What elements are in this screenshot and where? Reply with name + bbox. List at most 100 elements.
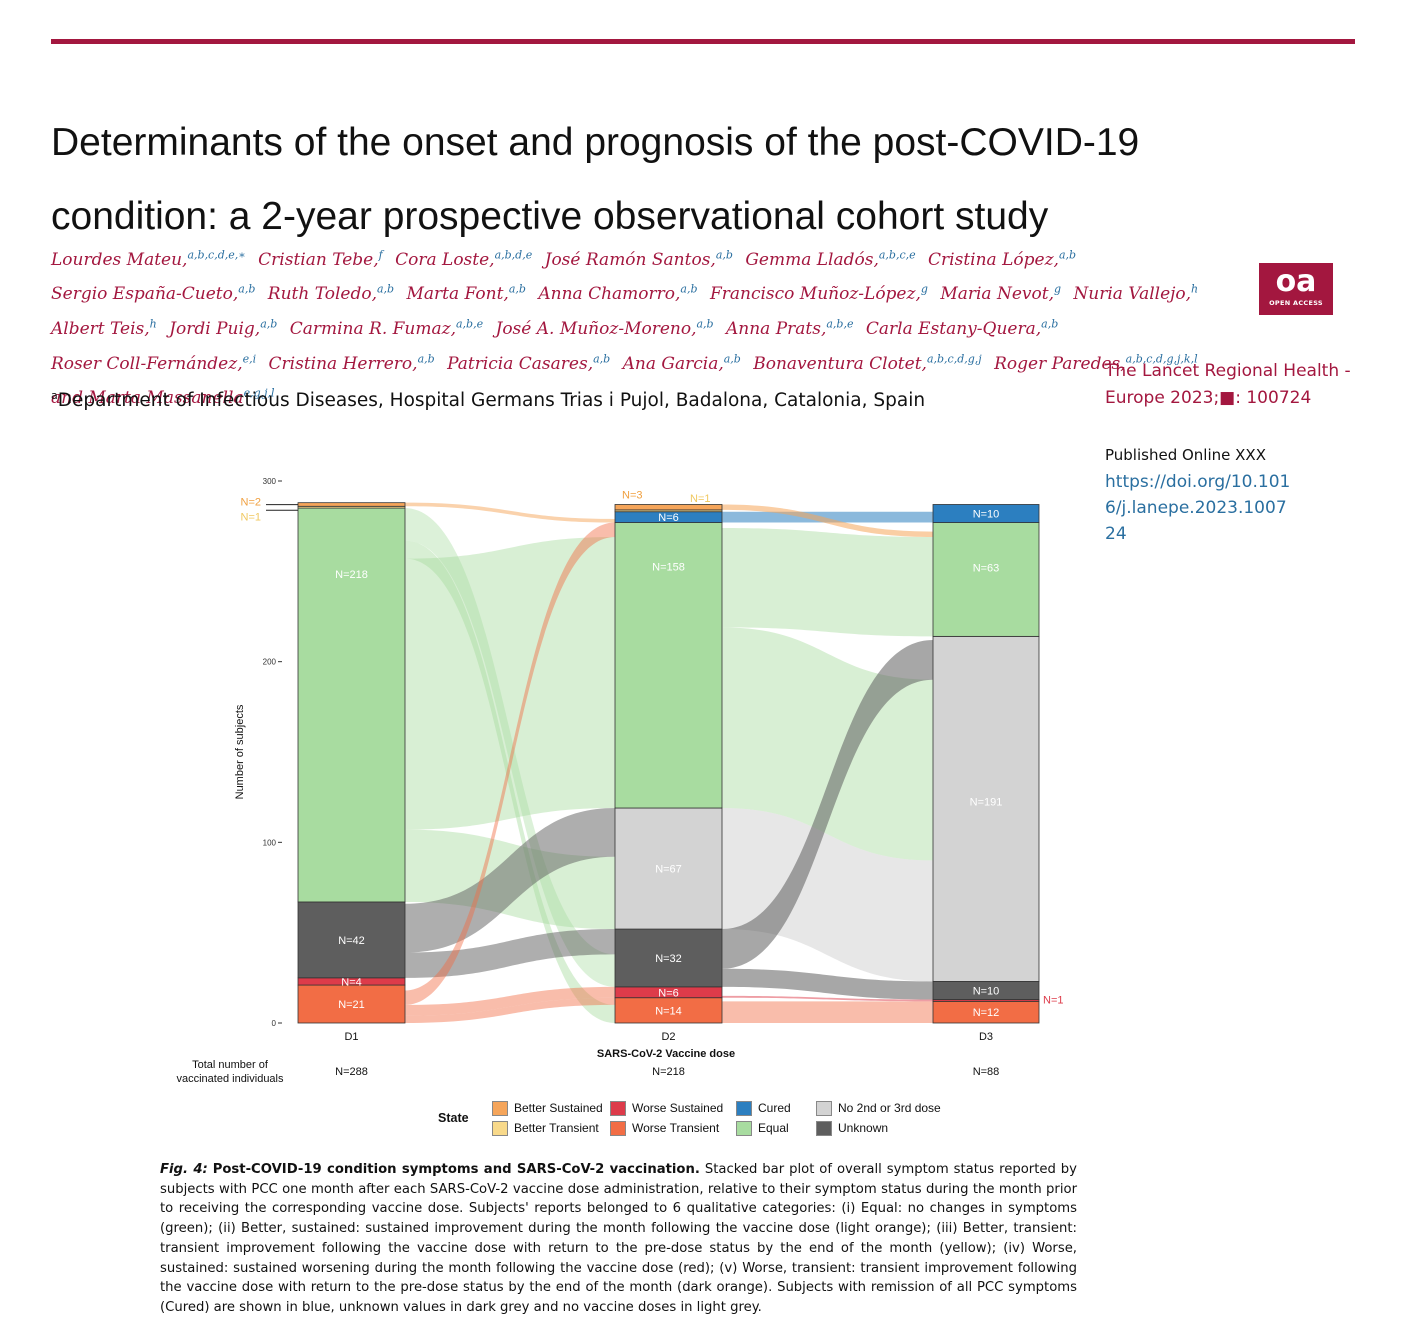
legend-label: Better Sustained <box>514 1101 603 1115</box>
flow-d1-unknown-to-d2-none <box>405 808 615 953</box>
author-name: Anna Chamorro,a,b <box>538 283 697 305</box>
caption-title: Post-COVID-19 condition symptoms and SAR… <box>212 1162 700 1177</box>
author-name-text: Gemma Lladós, <box>745 249 879 270</box>
bar-segment <box>297 505 406 509</box>
total-label: N=218 <box>652 1066 685 1078</box>
author-name-text: Jordi Puig, <box>169 318 261 339</box>
bar-segment <box>297 502 406 507</box>
legend-label: Cured <box>758 1101 791 1115</box>
flow-d1-unknown-to-d2-unknown <box>405 929 615 978</box>
author-name: Sergio España-Cueto,a,b <box>51 282 256 305</box>
author-affiliation-marks: a,b <box>260 317 278 331</box>
author-name: José Ramón Santos,a,b <box>544 248 733 270</box>
author-name: Gemma Lladós,a,b,c,e <box>745 248 915 270</box>
author-name: Anna Prats,a,b,e <box>726 317 853 339</box>
author-name-text: Lourdes Mateu, <box>51 249 188 270</box>
author-name: Cristian Tebe,f <box>258 248 383 270</box>
flow-d2-bs-to-d3-equal <box>722 504 933 538</box>
author-name-text: Anna Prats, <box>726 318 827 339</box>
affiliation-text: Department of Infectious Diseases, Hospi… <box>57 390 926 412</box>
doi-link[interactable]: https://doi.org/10.1016/j.lanepe.2023.10… <box>1105 472 1291 544</box>
x-tick-label: D2 <box>661 1031 675 1043</box>
author-name-text: José A. Muñoz-Moreno, <box>495 318 697 339</box>
y-tick-label: 300 <box>263 477 277 486</box>
flow-d1-equal-to-d2-none <box>405 829 615 930</box>
legend-item: Better Transient <box>492 1121 599 1137</box>
bar-segment-label: N=14 <box>655 1005 682 1017</box>
author-affiliation-marks: a,b,e <box>455 317 484 331</box>
header-rule <box>51 39 1355 44</box>
affiliation-marker: a <box>51 389 58 402</box>
author-name-text: and Marta Massanella <box>51 388 244 409</box>
author-affiliation-marks: a,b,c,d,e,∗ <box>187 248 246 261</box>
y-axis-label: Number of subjects <box>234 704 246 799</box>
flow-d2-none-to-d3-none <box>722 808 933 982</box>
legend-item: Worse Sustained <box>610 1101 723 1117</box>
author-name-text: Patricia Casares, <box>447 353 594 374</box>
author-name: Cora Loste,a,b,d,e <box>395 248 533 270</box>
author-affiliation-marks: e,i <box>242 351 257 365</box>
bar-segment <box>932 981 1040 1000</box>
legend-title: State <box>438 1111 469 1125</box>
y-tick-label: 100 <box>263 838 277 847</box>
bar-segment <box>297 984 406 1024</box>
legend-item: Worse Transient <box>610 1121 719 1137</box>
author-affiliation-marks: a,b,c,d,g,j <box>926 351 982 365</box>
author-name-text: José Ramón Santos, <box>544 249 716 270</box>
legend-label: Worse Sustained <box>632 1101 724 1115</box>
caption-label: Fig. 4: <box>160 1162 208 1177</box>
open-access-badge: oa OPEN ACCESS <box>1259 263 1333 315</box>
legend-item: Equal <box>736 1121 789 1137</box>
bar-segment-label: N=21 <box>338 999 365 1011</box>
bar-segment <box>614 997 723 1024</box>
x-tick-label: D1 <box>344 1031 358 1043</box>
bar-segment <box>614 807 723 930</box>
bar-segment <box>614 522 723 809</box>
bar-segment-label: N=1 <box>1043 995 1064 1007</box>
flow-d2-unknown-to-d3-unknown <box>722 968 933 1000</box>
author-affiliation-marks: a,b <box>1058 248 1077 261</box>
author-name-text: Cora Loste, <box>395 249 495 270</box>
author-name-text: Cristina Herrero, <box>268 353 418 374</box>
author-list: Lourdes Mateu,a,b,c,d,e,∗ Cristian Tebe,… <box>51 240 1211 413</box>
total-label: N=88 <box>973 1066 1000 1078</box>
author-name-text: Nuria Vallejo, <box>1073 284 1192 305</box>
bar-segment <box>932 635 1040 982</box>
author-name: and Marta Massanellae,g,j,l <box>51 386 275 409</box>
author-affiliation-marks: a,b,d,e <box>494 248 533 261</box>
author-name-text: Bonaventura Clotet, <box>753 353 927 374</box>
author-affiliation-marks: h <box>1191 282 1199 296</box>
total-label: N=288 <box>335 1066 368 1078</box>
author-name: Maria Nevot,g <box>940 283 1061 305</box>
bar-segment <box>614 986 723 999</box>
author-name: Roser Coll-Fernández,e,i <box>51 351 257 374</box>
author-name-text: Albert Teis, <box>51 318 150 339</box>
legend-label: Better Transient <box>514 1121 599 1135</box>
bar-segment-label: N=191 <box>970 796 1003 808</box>
author-name: Cristina Herrero,a,b <box>268 352 435 374</box>
author-affiliation-marks: a,b <box>238 282 256 296</box>
flow-d1-bs-to-d2-cured <box>405 502 615 523</box>
flow-d2-cured-to-d3-cured <box>722 511 933 523</box>
bar-segment <box>297 901 406 979</box>
legend-item: No 2nd or 3rd dose <box>816 1101 941 1117</box>
author-affiliation-marks: e,g,j,l <box>243 386 275 400</box>
author-name: Cristina López,a,b <box>928 248 1077 270</box>
y-tick-label: 200 <box>263 658 277 667</box>
author-name-text: Marta Font, <box>406 284 509 305</box>
bar-segment <box>932 522 1040 637</box>
journal-citation: The Lancet Regional Health - Europe 2023… <box>1105 361 1351 408</box>
legend-label: Worse Transient <box>632 1121 720 1135</box>
affiliation: aDepartment of Infectious Diseases, Hosp… <box>51 389 925 411</box>
legend-swatch <box>492 1101 508 1117</box>
author-name: Ruth Toledo,a,b <box>268 282 395 305</box>
author-name-text: Roger Paredes, <box>994 353 1126 374</box>
bar-segment <box>614 509 723 513</box>
bar-segment <box>932 999 1040 1002</box>
author-name-text: Sergio España-Cueto, <box>51 284 239 305</box>
author-name: Ana Garcia,a,b <box>623 352 741 374</box>
legend-item: Cured <box>736 1101 791 1117</box>
bar-segment <box>614 511 723 523</box>
author-affiliation-marks: a,b <box>377 282 395 296</box>
author-name-text: Carla Estany-Quera, <box>865 318 1042 339</box>
